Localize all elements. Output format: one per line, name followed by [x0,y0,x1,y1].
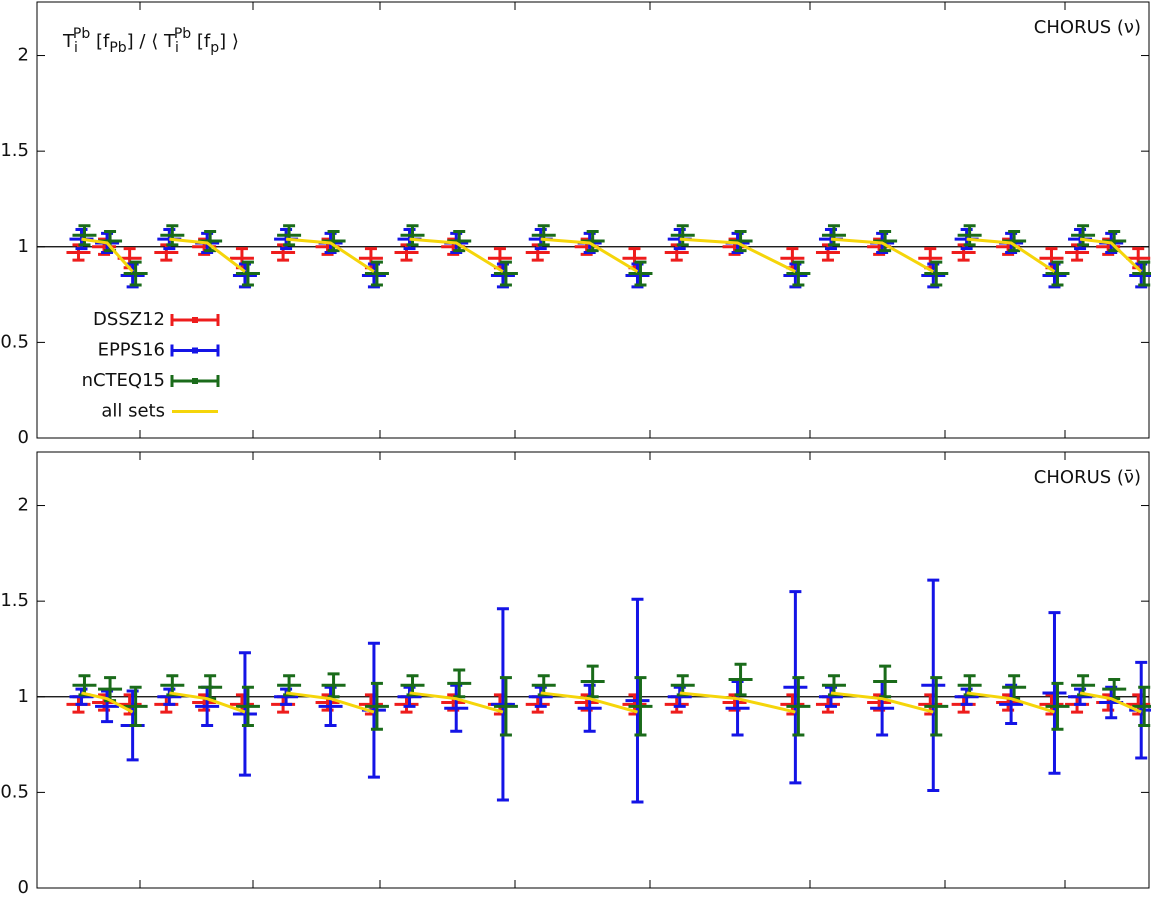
mean-line [81,237,1143,273]
plot-frame [36,451,1150,889]
y-axis-label-part: ] ⟩ [219,31,239,52]
y-tick-label: 0.5 [0,781,29,802]
plot-frame [36,1,1150,439]
y-tick-label: 0 [18,427,29,448]
y-tick-label: 2 [18,495,29,516]
y-axis-label-part: i [74,40,78,56]
mean-line [81,691,1142,714]
y-tick-label: 1.5 [0,140,29,161]
y-tick-label: 0 [18,877,29,898]
legend-label: EPPS16 [98,340,165,361]
y-axis-label-part: Pb [174,26,191,42]
annotation: CHORUS (ν̄) [1034,467,1141,488]
y-axis-label-part: Pb [109,40,126,56]
y-axis-label-part: ] / ⟨ T [127,31,176,52]
legend-label: all sets [101,401,165,422]
y-axis-label-part: i [175,40,179,56]
legend-swatch-dot [192,347,198,354]
legend-swatch-dot [192,317,198,323]
annotation: CHORUS (ν) [1034,17,1141,38]
y-tick-label: 0.5 [0,331,29,352]
y-tick-label: 2 [18,45,29,66]
y-axis-label-part: p [210,40,219,56]
y-axis-label-part: T [62,31,75,52]
y-tick-label: 1 [18,236,29,257]
y-axis-label: TiPb [fPb] / ⟨ TiPb [fp] ⟩ [62,26,239,56]
legend-label: DSSZ12 [93,309,165,330]
legend-label: nCTEQ15 [82,370,165,391]
y-axis-label-part: [f [191,31,211,52]
legend-swatch-dot [192,378,198,384]
y-axis-label-part: [f [90,31,110,52]
y-tick-label: 1 [18,686,29,707]
y-axis-label-part: Pb [73,26,90,42]
y-tick-label: 1.5 [0,590,29,611]
